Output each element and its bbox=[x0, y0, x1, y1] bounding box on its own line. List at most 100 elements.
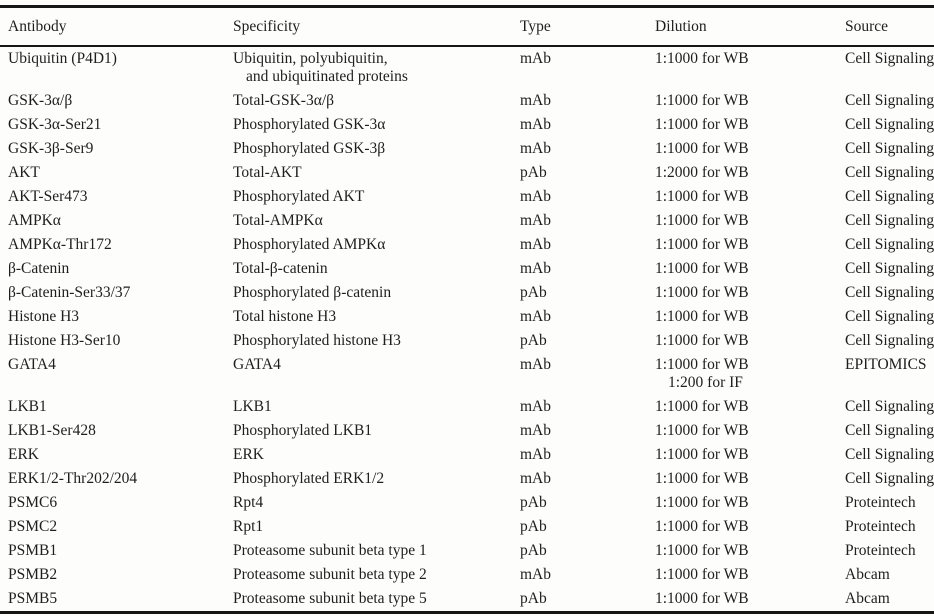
cell-text-specificity: Rpt4 bbox=[233, 494, 264, 511]
cell-text-type: pAb bbox=[520, 332, 547, 349]
cell-specificity: Phosphorylated AKT bbox=[233, 185, 520, 209]
cell-text-source: Proteintech bbox=[845, 518, 916, 535]
cell-dilution: 1:1000 for WB bbox=[655, 113, 845, 137]
cell-type: mAb bbox=[520, 395, 655, 419]
cell-text-dilution: 1:1000 for WB bbox=[655, 542, 749, 559]
cell-specificity: Phosphorylated GSK-3α bbox=[233, 113, 520, 137]
cell-text-source: Cell Signaling bbox=[845, 470, 934, 487]
cell-specificity: Phosphorylated ERK1/2 bbox=[233, 467, 520, 491]
cell-text-dilution-line2: 1:200 for IF bbox=[668, 374, 743, 391]
cell-text-specificity: Total histone H3 bbox=[233, 308, 337, 325]
cell-text-type: mAb bbox=[520, 116, 551, 133]
cell-text-source: Cell Signaling bbox=[845, 50, 934, 67]
cell-text-antibody: GSK-3β-Ser9 bbox=[8, 140, 94, 157]
cell-source: Cell Signaling bbox=[845, 89, 934, 113]
cell-specificity: Total-AMPKα bbox=[233, 209, 520, 233]
table-row: PSMB5 Proteasome subunit beta type 5 pAb 1:… bbox=[0, 587, 934, 613]
cell-text-antibody: PSMC6 bbox=[8, 494, 58, 511]
cell-dilution: 1:1000 for WB bbox=[655, 257, 845, 281]
cell-type: mAb bbox=[520, 305, 655, 329]
cell-text-source: Proteintech bbox=[845, 494, 916, 511]
cell-text-type: mAb bbox=[520, 308, 551, 325]
table-row: GSK-3α/β Total-GSK-3α/β mAb 1:1000 for WB Ce… bbox=[0, 89, 934, 113]
cell-antibody: AMPKα-Thr172 bbox=[0, 233, 233, 257]
cell-specificity: Total histone H3 bbox=[233, 305, 520, 329]
column-header-antibody: Antibody bbox=[0, 6, 233, 47]
cell-text-specificity: Total-GSK-3α/β bbox=[233, 92, 335, 109]
cell-specificity: ERK bbox=[233, 443, 520, 467]
cell-text-dilution: 1:1000 for WB bbox=[655, 188, 749, 205]
table-row: AKT Total-AKT pAb 1:2000 for WB Cell Signali… bbox=[0, 161, 934, 185]
cell-text-dilution: 1:1000 for WB bbox=[655, 566, 749, 583]
cell-text-specificity: Phosphorylated AKT bbox=[233, 188, 365, 205]
cell-source: Proteintech bbox=[845, 515, 934, 539]
cell-text-dilution: 1:1000 for WB bbox=[655, 446, 749, 463]
cell-text-type: mAb bbox=[520, 422, 551, 439]
cell-text-antibody: LKB1 bbox=[8, 398, 47, 415]
cell-text-source: Abcam bbox=[845, 590, 890, 607]
cell-specificity: LKB1 bbox=[233, 395, 520, 419]
cell-source: Cell Signaling bbox=[845, 209, 934, 233]
cell-source: Cell Signaling bbox=[845, 443, 934, 467]
cell-text-specificity: GATA4 bbox=[233, 356, 281, 373]
cell-antibody: ERK1/2-Thr202/204 bbox=[0, 467, 233, 491]
cell-antibody: LKB1-Ser428 bbox=[0, 419, 233, 443]
cell-specificity: Phosphorylated β-catenin bbox=[233, 281, 520, 305]
cell-specificity: Phosphorylated histone H3 bbox=[233, 329, 520, 353]
cell-specificity: Proteasome subunit beta type 5 bbox=[233, 587, 520, 613]
cell-text-dilution: 1:1000 for WB bbox=[655, 116, 749, 133]
cell-source: EPITOMICS bbox=[845, 353, 934, 395]
cell-text-type: mAb bbox=[520, 236, 551, 253]
cell-antibody: PSMC6 bbox=[0, 491, 233, 515]
cell-antibody: Histone H3 bbox=[0, 305, 233, 329]
cell-text-dilution: 1:1000 for WB bbox=[655, 470, 749, 487]
cell-text-antibody: Histone H3 bbox=[8, 308, 80, 325]
cell-text-antibody: GSK-3α-Ser21 bbox=[8, 116, 102, 133]
cell-dilution: 1:1000 for WB bbox=[655, 491, 845, 515]
cell-text-antibody: β-Catenin-Ser33/37 bbox=[8, 284, 131, 301]
cell-antibody: GSK-3β-Ser9 bbox=[0, 137, 233, 161]
cell-dilution: 1:1000 for WB bbox=[655, 89, 845, 113]
cell-text-antibody: PSMB5 bbox=[8, 590, 58, 607]
cell-specificity: Total-β-catenin bbox=[233, 257, 520, 281]
cell-antibody: Histone H3-Ser10 bbox=[0, 329, 233, 353]
column-header-source: Source bbox=[845, 6, 934, 47]
cell-text-source: Cell Signaling bbox=[845, 260, 934, 277]
cell-text-antibody: ERK1/2-Thr202/204 bbox=[8, 470, 138, 487]
cell-type: mAb bbox=[520, 89, 655, 113]
cell-antibody: PSMB2 bbox=[0, 563, 233, 587]
cell-text-dilution: 1:1000 for WB bbox=[655, 332, 749, 349]
cell-source: Abcam bbox=[845, 587, 934, 613]
cell-dilution: 1:1000 for WB bbox=[655, 419, 845, 443]
cell-text-source: Cell Signaling bbox=[845, 236, 934, 253]
cell-specificity: Proteasome subunit beta type 2 bbox=[233, 563, 520, 587]
cell-dilution: 1:1000 for WB bbox=[655, 137, 845, 161]
cell-specificity: Rpt1 bbox=[233, 515, 520, 539]
cell-antibody: PSMB5 bbox=[0, 587, 233, 613]
cell-text-source: Cell Signaling bbox=[845, 398, 934, 415]
table-row: PSMC2 Rpt1 pAb 1:1000 for WB Proteintech bbox=[0, 515, 934, 539]
cell-text-dilution: 1:1000 for WB bbox=[655, 140, 749, 157]
cell-source: Cell Signaling bbox=[845, 113, 934, 137]
cell-type: mAb bbox=[520, 137, 655, 161]
cell-text-antibody: ERK bbox=[8, 446, 39, 463]
cell-text-dilution: 1:1000 for WB bbox=[655, 398, 749, 415]
table-row: ERK ERK mAb 1:1000 for WB Cell Signaling bbox=[0, 443, 934, 467]
cell-text-specificity: Ubiquitin, polyubiquitin, bbox=[233, 50, 388, 67]
cell-text-specificity: Phosphorylated histone H3 bbox=[233, 332, 401, 349]
cell-text-type: mAb bbox=[520, 356, 551, 373]
table-header: Antibody Specificity Type Dilution Source bbox=[0, 6, 934, 47]
cell-specificity: Proteasome subunit beta type 1 bbox=[233, 539, 520, 563]
cell-text-dilution: 1:1000 for WB bbox=[655, 308, 749, 325]
column-header-dilution: Dilution bbox=[655, 6, 845, 47]
cell-text-type: mAb bbox=[520, 212, 551, 229]
cell-text-specificity: Total-AKT bbox=[233, 164, 302, 181]
cell-source: Cell Signaling bbox=[845, 467, 934, 491]
table-row: PSMC6 Rpt4 pAb 1:1000 for WB Proteintech bbox=[0, 491, 934, 515]
cell-dilution: 1:1000 for WB bbox=[655, 185, 845, 209]
cell-dilution: 1:1000 for WB bbox=[655, 395, 845, 419]
cell-text-type: mAb bbox=[520, 398, 551, 415]
cell-type: mAb bbox=[520, 46, 655, 89]
cell-antibody: PSMB1 bbox=[0, 539, 233, 563]
table-row: GSK-3β-Ser9 Phosphorylated GSK-3β mAb 1:100… bbox=[0, 137, 934, 161]
